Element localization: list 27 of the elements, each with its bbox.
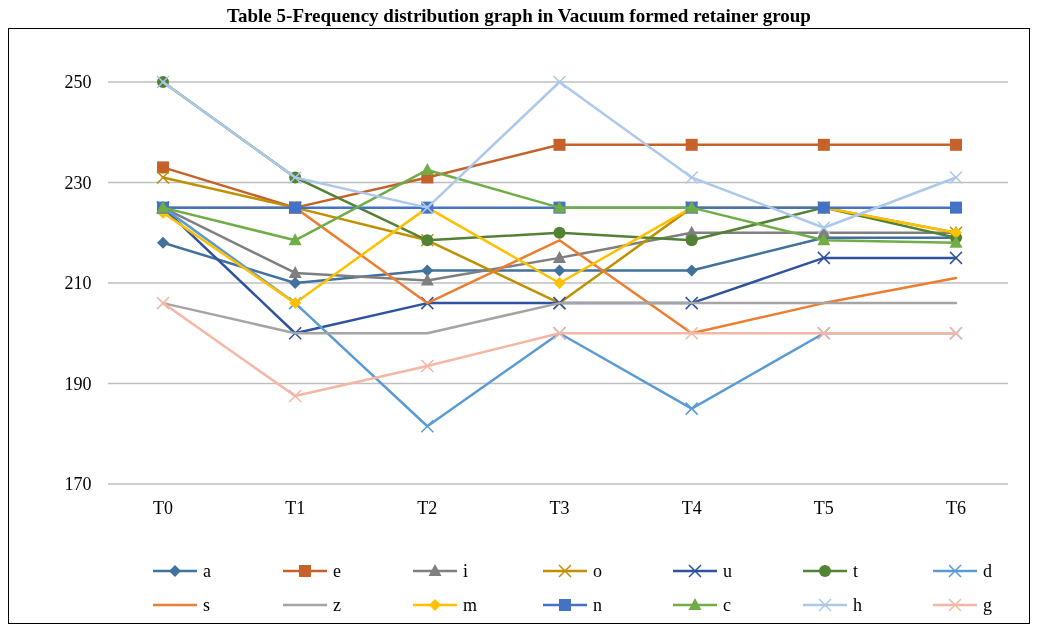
y-tick-label: 210 [64, 273, 92, 293]
y-tick-label: 170 [64, 474, 92, 494]
legend-label: h [853, 595, 862, 615]
chart-title: Table 5-Frequency distribution graph in Vacuum formed retainer group [227, 5, 811, 26]
legend-label: d [983, 561, 992, 581]
legend-label: s [203, 595, 211, 615]
legend-label: t [853, 561, 859, 581]
y-tick-label: 190 [64, 373, 92, 394]
y-tick-label: 230 [64, 172, 92, 193]
legend-label: e [333, 561, 341, 581]
x-tick-label: T2 [417, 498, 438, 518]
legend-label: z [333, 595, 341, 615]
legend-label: i [463, 561, 469, 581]
legend-label: u [723, 561, 732, 581]
x-tick-label: T0 [153, 498, 173, 518]
y-tick-label: 250 [64, 72, 92, 92]
x-tick-label: T5 [813, 498, 834, 518]
legend-label: g [983, 595, 992, 615]
legend-label: c [723, 595, 731, 615]
x-tick-label: T6 [946, 498, 966, 518]
x-tick-label: T4 [681, 498, 702, 518]
legend-label: a [203, 561, 211, 581]
legend-label: m [463, 595, 478, 615]
legend-label: n [593, 595, 602, 615]
x-tick-label: T3 [549, 498, 570, 518]
x-tick-label: T1 [285, 498, 306, 518]
legend-label: o [593, 561, 602, 581]
